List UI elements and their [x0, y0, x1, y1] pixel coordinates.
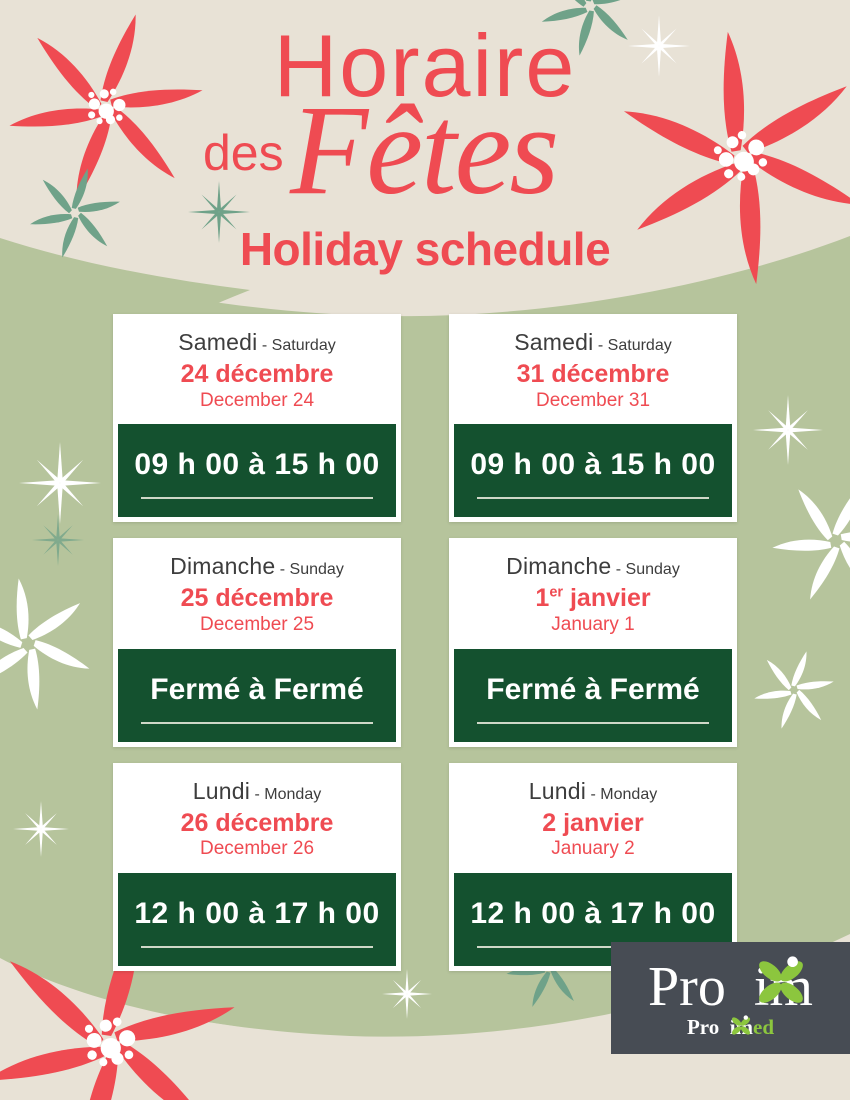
card-day-line: Dimanche - Sunday: [123, 555, 391, 578]
logo-subbrand: Proximed: [686, 1014, 775, 1039]
card-date-fr: 31 décembre: [459, 360, 727, 389]
card-hours: 12 h 00 à 17 h 00: [134, 897, 380, 931]
card-day-en: - Saturday: [261, 337, 336, 354]
card-day-line: Lundi - Monday: [123, 777, 391, 804]
card-date-fr: 2 janvier: [459, 808, 727, 838]
title-horaire: Horaire: [273, 16, 577, 115]
card-day-line: Dimanche - Sunday: [459, 555, 727, 578]
card-day-en: - Sunday: [615, 561, 680, 579]
schedule-card: Samedi - Saturday 24 décembre December 2…: [113, 314, 401, 523]
card-hours-rule: [141, 721, 373, 724]
card-hours-band: Fermé à Fermé: [118, 648, 396, 742]
schedule-card: Dimanche - Sunday 25 décembre December 2…: [113, 538, 401, 747]
schedule-card: Dimanche - Sunday 1er janvier January 1 …: [449, 538, 737, 747]
schedule-card: Lundi - Monday 26 décembre December 26 1…: [113, 762, 401, 972]
card-header: Lundi - Monday 2 janvier January 2: [449, 762, 737, 874]
card-day-en: - Sunday: [279, 561, 344, 579]
card-date-fr-text: 26 décembre: [180, 808, 334, 837]
proxim-logo: Proxim Proximed: [611, 942, 850, 1054]
poster-header: Horaire des Fêtes Holiday schedule: [0, 0, 850, 276]
card-date-fr-text: 31 décembre: [516, 360, 670, 388]
logo-sub-pre: Pro: [686, 1014, 720, 1039]
card-date-fr-text: 25 décembre: [180, 584, 334, 613]
card-date-fr: 26 décembre: [123, 808, 391, 838]
card-day-fr: Lundi: [528, 777, 587, 804]
card-day-line: Samedi - Saturday: [123, 331, 391, 354]
card-hours: 12 h 00 à 17 h 00: [470, 897, 716, 931]
card-date-en: January 2: [551, 838, 635, 860]
logo-sub-ed: ed: [753, 1014, 775, 1039]
card-date-en: December 25: [199, 613, 315, 635]
card-date-fr: 25 décembre: [123, 585, 391, 613]
card-day-fr: Dimanche: [170, 553, 276, 580]
schedule-grid: Samedi - Saturday 24 décembre December 2…: [113, 314, 737, 972]
card-day-line: Samedi - Saturday: [459, 331, 727, 354]
card-hours-rule: [477, 721, 709, 724]
card-hours-band: 09 h 00 à 15 h 00: [454, 424, 732, 518]
card-hours-band: 09 h 00 à 15 h 00: [118, 424, 396, 518]
card-day-line: Lundi - Monday: [459, 777, 727, 804]
card-hours: Fermé à Fermé: [150, 672, 364, 706]
card-hours: 09 h 00 à 15 h 00: [470, 448, 716, 482]
card-date-en: December 24: [199, 389, 315, 411]
card-day-fr: Samedi: [514, 329, 594, 355]
card-date-en: December 26: [199, 838, 315, 860]
card-date-en: January 1: [551, 613, 635, 635]
card-header: Lundi - Monday 26 décembre December 26: [113, 762, 401, 874]
card-day-en: - Monday: [254, 785, 322, 803]
card-header: Samedi - Saturday 24 décembre December 2…: [113, 314, 401, 425]
title-middle-row: des Fêtes: [0, 86, 850, 216]
card-hours-rule: [141, 497, 373, 500]
card-day-en: - Monday: [590, 785, 658, 803]
title-fetes: Fêtes: [290, 79, 559, 221]
card-hours: 09 h 00 à 15 h 00: [134, 448, 380, 482]
title-holiday-schedule: Holiday schedule: [239, 223, 611, 275]
card-date-fr: 1er janvier: [459, 585, 727, 613]
card-date-fr-text: 2 janvier: [542, 808, 644, 837]
card-date-fr-text: 24 décembre: [180, 360, 334, 388]
card-hours-rule: [141, 946, 373, 949]
card-hours-rule: [477, 946, 709, 949]
card-hours: Fermé à Fermé: [486, 672, 700, 706]
card-day-fr: Dimanche: [506, 553, 612, 580]
logo-sub-x-slot: x: [719, 1015, 730, 1039]
schedule-card: Samedi - Saturday 31 décembre December 3…: [449, 314, 737, 523]
title-des: des: [203, 125, 284, 181]
logo-post: im: [753, 955, 813, 1018]
logo-pre: Pro: [648, 955, 726, 1018]
card-hours-band: 12 h 00 à 17 h 00: [118, 873, 396, 967]
card-header: Dimanche - Sunday 1er janvier January 1: [449, 538, 737, 649]
card-date-fr: 24 décembre: [123, 360, 391, 389]
card-date-fr-ordinal: 1er janvier: [535, 584, 651, 613]
card-day-fr: Samedi: [178, 329, 258, 355]
card-header: Dimanche - Sunday 25 décembre December 2…: [113, 538, 401, 649]
logo-x-slot: x: [726, 956, 754, 1018]
card-day-en: - Saturday: [597, 337, 672, 354]
card-day-fr: Lundi: [192, 777, 251, 804]
card-header: Samedi - Saturday 31 décembre December 3…: [449, 314, 737, 425]
card-date-en: December 31: [535, 389, 651, 411]
schedule-card: Lundi - Monday 2 janvier January 2 12 h …: [449, 762, 737, 972]
logo-sub-mid: im: [729, 1014, 754, 1039]
logo-wordmark: Proxim: [648, 955, 813, 1018]
card-hours-rule: [477, 497, 709, 500]
card-hours-band: Fermé à Fermé: [454, 648, 732, 742]
